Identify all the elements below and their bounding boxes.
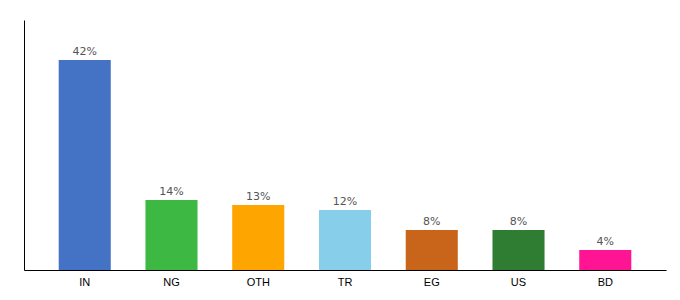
data-label: 8% <box>423 215 440 228</box>
chart: IN NG OTH TR EG US BD 42% 14% 13% 12% 8% 8% 4% <box>0 0 680 300</box>
x-tick-label: EG <box>424 276 440 288</box>
data-label: 13% <box>246 190 270 203</box>
x-tick: OTH <box>247 276 270 288</box>
x-tick-label: OTH <box>247 276 270 288</box>
plot: IN NG OTH TR EG US BD 42% 14% 13% 12% 8% 8% 4% <box>25 21 667 288</box>
x-tick-label: BD <box>598 276 613 288</box>
x-axis: IN NG OTH TR EG US BD <box>25 271 667 288</box>
x-axis-line <box>25 270 667 271</box>
data-label: 42% <box>73 45 97 58</box>
x-tick: IN <box>79 276 90 288</box>
y-axis <box>24 21 25 271</box>
x-tick: BD <box>598 276 613 288</box>
x-tick-label: US <box>511 276 526 288</box>
bar <box>579 250 631 270</box>
y-axis-line <box>24 21 25 271</box>
bar <box>232 205 284 270</box>
x-tick-label: NG <box>163 276 180 288</box>
data-label: 8% <box>510 215 527 228</box>
data-label: 12% <box>333 195 357 208</box>
bars <box>59 60 632 270</box>
x-tick: TR <box>338 276 353 288</box>
x-tick-label: TR <box>338 276 353 288</box>
x-tick: EG <box>424 276 440 288</box>
bar <box>145 200 197 270</box>
x-tick: US <box>511 276 526 288</box>
x-tick: NG <box>163 276 180 288</box>
bar <box>406 230 458 270</box>
data-labels: 42% 14% 13% 12% 8% 8% 4% <box>73 45 614 248</box>
data-label: 4% <box>597 235 614 248</box>
x-tick-label: IN <box>79 276 90 288</box>
data-label: 14% <box>159 185 183 198</box>
bar <box>319 210 371 270</box>
bar <box>59 60 111 270</box>
bar <box>492 230 544 270</box>
